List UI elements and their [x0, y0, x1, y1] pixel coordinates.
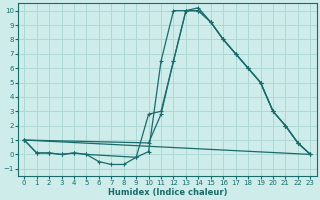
X-axis label: Humidex (Indice chaleur): Humidex (Indice chaleur) [108, 188, 227, 197]
